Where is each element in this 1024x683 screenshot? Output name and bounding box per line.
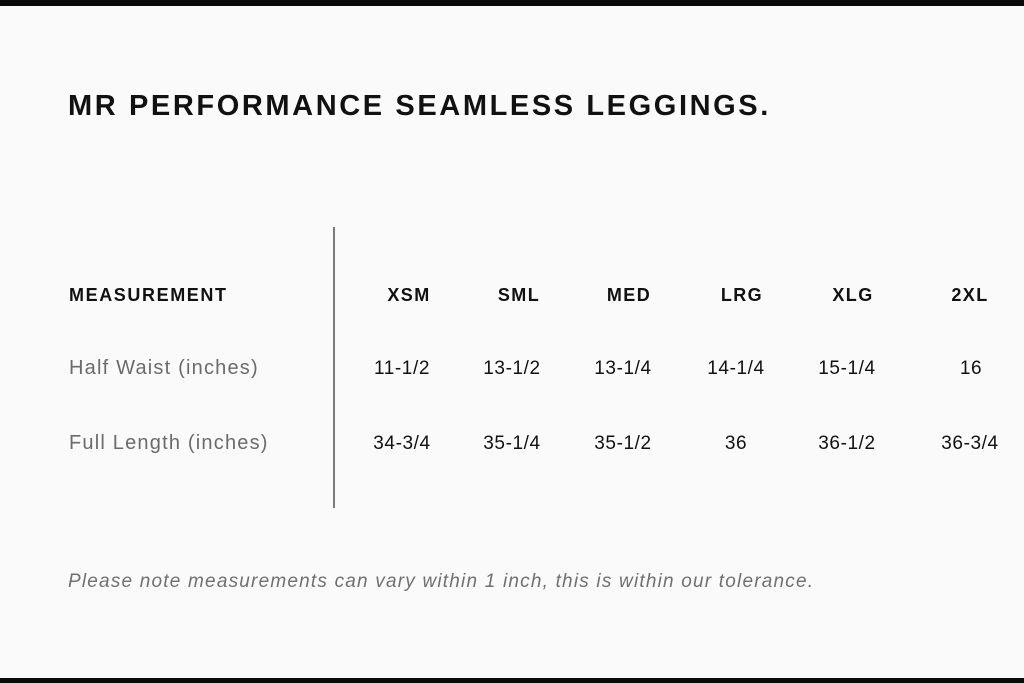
row-label-half-waist: Half Waist (inches) — [69, 357, 259, 379]
table-cell: 16 — [959, 358, 983, 379]
table-cell: 13-1/2 — [483, 358, 541, 379]
table-cell: 36-1/2 — [818, 433, 876, 454]
tolerance-note: Please note measurements can vary within… — [68, 571, 815, 592]
size-header-xlg: XLG — [832, 285, 874, 305]
table-cell: 35-1/2 — [594, 433, 652, 454]
column-divider — [333, 227, 335, 508]
table-cell: 34-3/4 — [373, 433, 431, 454]
top-border-bar — [0, 0, 1024, 6]
table-cell: 11-1/2 — [373, 358, 431, 379]
size-header-xsm: XSM — [387, 285, 431, 305]
size-header-sml: SML — [497, 285, 541, 305]
table-cell: 35-1/4 — [483, 433, 541, 454]
measurement-header: MEASUREMENT — [69, 285, 228, 305]
size-header-2xl: 2XL — [951, 285, 989, 305]
bottom-border-bar — [0, 678, 1024, 683]
size-header-lrg: LRG — [720, 285, 764, 305]
row-label-full-length: Full Length (inches) — [69, 432, 269, 454]
table-cell: 36-3/4 — [941, 433, 999, 454]
size-header-med: MED — [606, 285, 652, 305]
table-cell: 13-1/4 — [594, 358, 652, 379]
table-cell: 14-1/4 — [707, 358, 765, 379]
table-cell: 36 — [724, 433, 748, 454]
page-title: MR PERFORMANCE SEAMLESS LEGGINGS. — [68, 90, 771, 122]
table-cell: 15-1/4 — [818, 358, 876, 379]
